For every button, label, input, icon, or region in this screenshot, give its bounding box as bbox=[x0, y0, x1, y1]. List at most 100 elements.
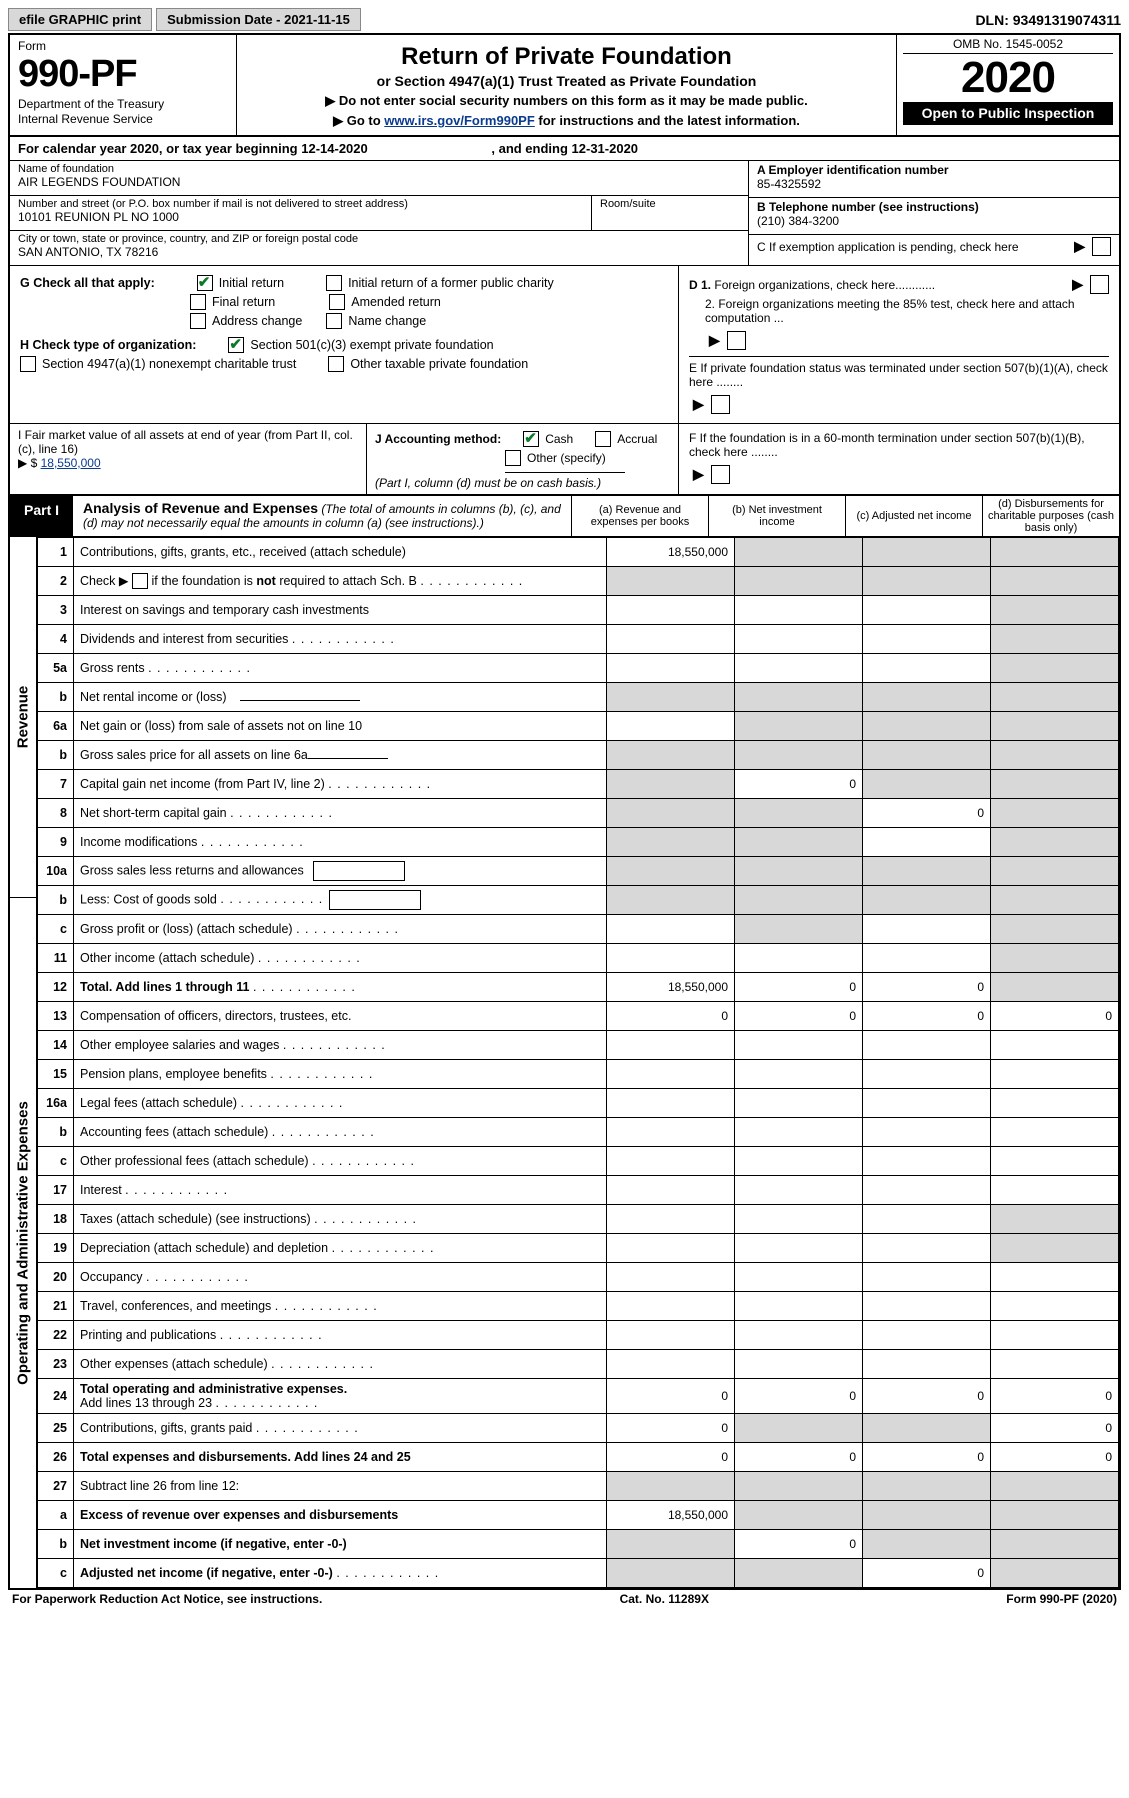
g-amended-checkbox[interactable] bbox=[329, 294, 345, 310]
part1-col-headers: (a) Revenue and expenses per books (b) N… bbox=[571, 496, 1119, 536]
address-value: 10101 REUNION PL NO 1000 bbox=[18, 210, 583, 224]
table-row: 15Pension plans, employee benefits bbox=[38, 1060, 1119, 1089]
h-4947-checkbox[interactable] bbox=[20, 356, 36, 372]
form-header: Form 990-PF Department of the Treasury I… bbox=[10, 35, 1119, 137]
phone-cell: B Telephone number (see instructions) (2… bbox=[749, 198, 1119, 235]
table-row: 16aLegal fees (attach schedule) bbox=[38, 1089, 1119, 1118]
entity-left: Name of foundation AIR LEGENDS FOUNDATIO… bbox=[10, 161, 748, 265]
form-title: Return of Private Foundation bbox=[245, 43, 888, 71]
g-initial-return-checkbox[interactable] bbox=[197, 275, 213, 291]
ein-value: 85-4325592 bbox=[757, 177, 1111, 191]
efile-button[interactable]: efile GRAPHIC print bbox=[8, 8, 152, 31]
g-initial-return: Initial return bbox=[219, 276, 284, 290]
d1-checkbox[interactable] bbox=[1090, 275, 1109, 294]
table-row: 23Other expenses (attach schedule) bbox=[38, 1350, 1119, 1379]
form-year-block: OMB No. 1545-0052 2020 Open to Public In… bbox=[896, 35, 1119, 135]
table-row: 17Interest bbox=[38, 1176, 1119, 1205]
table-row: cAdjusted net income (if negative, enter… bbox=[38, 1559, 1119, 1588]
arrow-icon: ▶ bbox=[709, 332, 720, 349]
j-accrual: Accrual bbox=[617, 432, 657, 446]
part1-body: Revenue Operating and Administrative Exp… bbox=[10, 537, 1119, 1588]
part1-title: Analysis of Revenue and Expenses bbox=[83, 500, 318, 516]
h-other-checkbox[interactable] bbox=[328, 356, 344, 372]
page-footer: For Paperwork Reduction Act Notice, see … bbox=[8, 1590, 1121, 1608]
g-final: Final return bbox=[212, 295, 275, 309]
j-block: J Accounting method: Cash Accrual Other … bbox=[367, 424, 679, 494]
d2-text: 2. Foreign organizations meeting the 85%… bbox=[705, 297, 1109, 325]
form-container: Form 990-PF Department of the Treasury I… bbox=[8, 33, 1121, 1590]
h-501c3-checkbox[interactable] bbox=[228, 337, 244, 353]
table-row: 1Contributions, gifts, grants, etc., rec… bbox=[38, 538, 1119, 567]
j-other-checkbox[interactable] bbox=[505, 450, 521, 466]
exemption-cell: C If exemption application is pending, c… bbox=[749, 235, 1119, 262]
g-name-checkbox[interactable] bbox=[326, 313, 342, 329]
table-row: 3Interest on savings and temporary cash … bbox=[38, 596, 1119, 625]
footer-right: Form 990-PF (2020) bbox=[1006, 1592, 1117, 1606]
col-b-header: (b) Net investment income bbox=[709, 496, 846, 536]
table-row: 13Compensation of officers, directors, t… bbox=[38, 1002, 1119, 1031]
form-id-block: Form 990-PF Department of the Treasury I… bbox=[10, 35, 237, 135]
g-label: G Check all that apply: bbox=[20, 276, 155, 290]
instructions-link[interactable]: www.irs.gov/Form990PF bbox=[384, 113, 535, 128]
form-label: Form bbox=[18, 39, 228, 53]
table-row: 8Net short-term capital gain 0 bbox=[38, 799, 1119, 828]
part1-header: Part I Analysis of Revenue and Expenses … bbox=[10, 496, 1119, 537]
footer-mid: Cat. No. 11289X bbox=[620, 1592, 709, 1606]
footer-left: For Paperwork Reduction Act Notice, see … bbox=[12, 1592, 322, 1606]
form-note-1: ▶ Do not enter social security numbers o… bbox=[245, 93, 888, 109]
inspection-badge: Open to Public Inspection bbox=[903, 102, 1113, 125]
arrow-icon: ▶ bbox=[1072, 276, 1083, 293]
d2-checkbox[interactable] bbox=[727, 331, 746, 350]
i-arrow: ▶ $ bbox=[18, 456, 37, 470]
table-row: 11Other income (attach schedule) bbox=[38, 944, 1119, 973]
table-row: 7Capital gain net income (from Part IV, … bbox=[38, 770, 1119, 799]
table-row: 18Taxes (attach schedule) (see instructi… bbox=[38, 1205, 1119, 1234]
j-other: Other (specify) bbox=[527, 451, 606, 465]
table-row: 5aGross rents bbox=[38, 654, 1119, 683]
j-accrual-checkbox[interactable] bbox=[595, 431, 611, 447]
table-row: 14Other employee salaries and wages bbox=[38, 1031, 1119, 1060]
i-value-link[interactable]: 18,550,000 bbox=[41, 456, 101, 470]
name-cell: Name of foundation AIR LEGENDS FOUNDATIO… bbox=[10, 161, 748, 196]
table-row: 2Check ▶ if the foundation is not requir… bbox=[38, 567, 1119, 596]
e-text: E If private foundation status was termi… bbox=[689, 361, 1109, 389]
j-label: J Accounting method: bbox=[375, 432, 501, 446]
j-cash-checkbox[interactable] bbox=[523, 431, 539, 447]
e-checkbox[interactable] bbox=[711, 395, 730, 414]
room-cell: Room/suite bbox=[592, 196, 748, 230]
g-amended: Amended return bbox=[351, 295, 441, 309]
g-initial-former-checkbox[interactable] bbox=[326, 275, 342, 291]
phone-label: B Telephone number (see instructions) bbox=[757, 200, 1111, 214]
address-row: Number and street (or P.O. box number if… bbox=[10, 196, 748, 231]
revenue-side-label: Revenue bbox=[10, 537, 37, 898]
checks-right: D 1. Foreign organizations, check here..… bbox=[679, 266, 1119, 423]
h-label: H Check type of organization: bbox=[20, 338, 196, 352]
g-final-checkbox[interactable] bbox=[190, 294, 206, 310]
f-checkbox[interactable] bbox=[711, 465, 730, 484]
ein-cell: A Employer identification number 85-4325… bbox=[749, 161, 1119, 198]
h-other: Other taxable private foundation bbox=[350, 357, 528, 371]
c-checkbox[interactable] bbox=[1092, 237, 1111, 256]
city-cell: City or town, state or province, country… bbox=[10, 231, 748, 265]
table-row: cGross profit or (loss) (attach schedule… bbox=[38, 915, 1119, 944]
note2-post: for instructions and the latest informat… bbox=[535, 113, 800, 128]
omb-number: OMB No. 1545-0052 bbox=[903, 37, 1113, 54]
table-row: 26Total expenses and disbursements. Add … bbox=[38, 1443, 1119, 1472]
col-d-header: (d) Disbursements for charitable purpose… bbox=[983, 496, 1119, 536]
calyear-end: 12-31-2020 bbox=[572, 141, 639, 156]
address-label: Number and street (or P.O. box number if… bbox=[18, 198, 583, 210]
expenses-side-label: Operating and Administrative Expenses bbox=[10, 898, 37, 1588]
arrow-icon: ▶ bbox=[693, 396, 704, 413]
ein-label: A Employer identification number bbox=[757, 163, 1111, 177]
schb-checkbox[interactable] bbox=[132, 573, 148, 589]
table-row: bNet rental income or (loss) bbox=[38, 683, 1119, 712]
phone-value: (210) 384-3200 bbox=[757, 214, 1111, 228]
table-row: 12Total. Add lines 1 through 11 18,550,0… bbox=[38, 973, 1119, 1002]
form-subtitle: or Section 4947(a)(1) Trust Treated as P… bbox=[245, 73, 888, 89]
foundation-name: AIR LEGENDS FOUNDATION bbox=[18, 175, 740, 189]
city-value: SAN ANTONIO, TX 78216 bbox=[18, 245, 740, 259]
checks-block: G Check all that apply: Initial return I… bbox=[10, 266, 1119, 424]
entity-right: A Employer identification number 85-4325… bbox=[748, 161, 1119, 265]
g-address-checkbox[interactable] bbox=[190, 313, 206, 329]
note2-pre: ▶ Go to bbox=[333, 113, 384, 128]
